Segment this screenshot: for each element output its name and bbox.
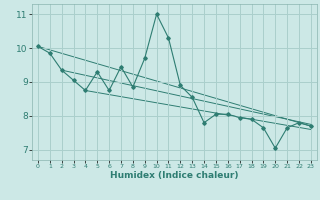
- X-axis label: Humidex (Indice chaleur): Humidex (Indice chaleur): [110, 171, 239, 180]
